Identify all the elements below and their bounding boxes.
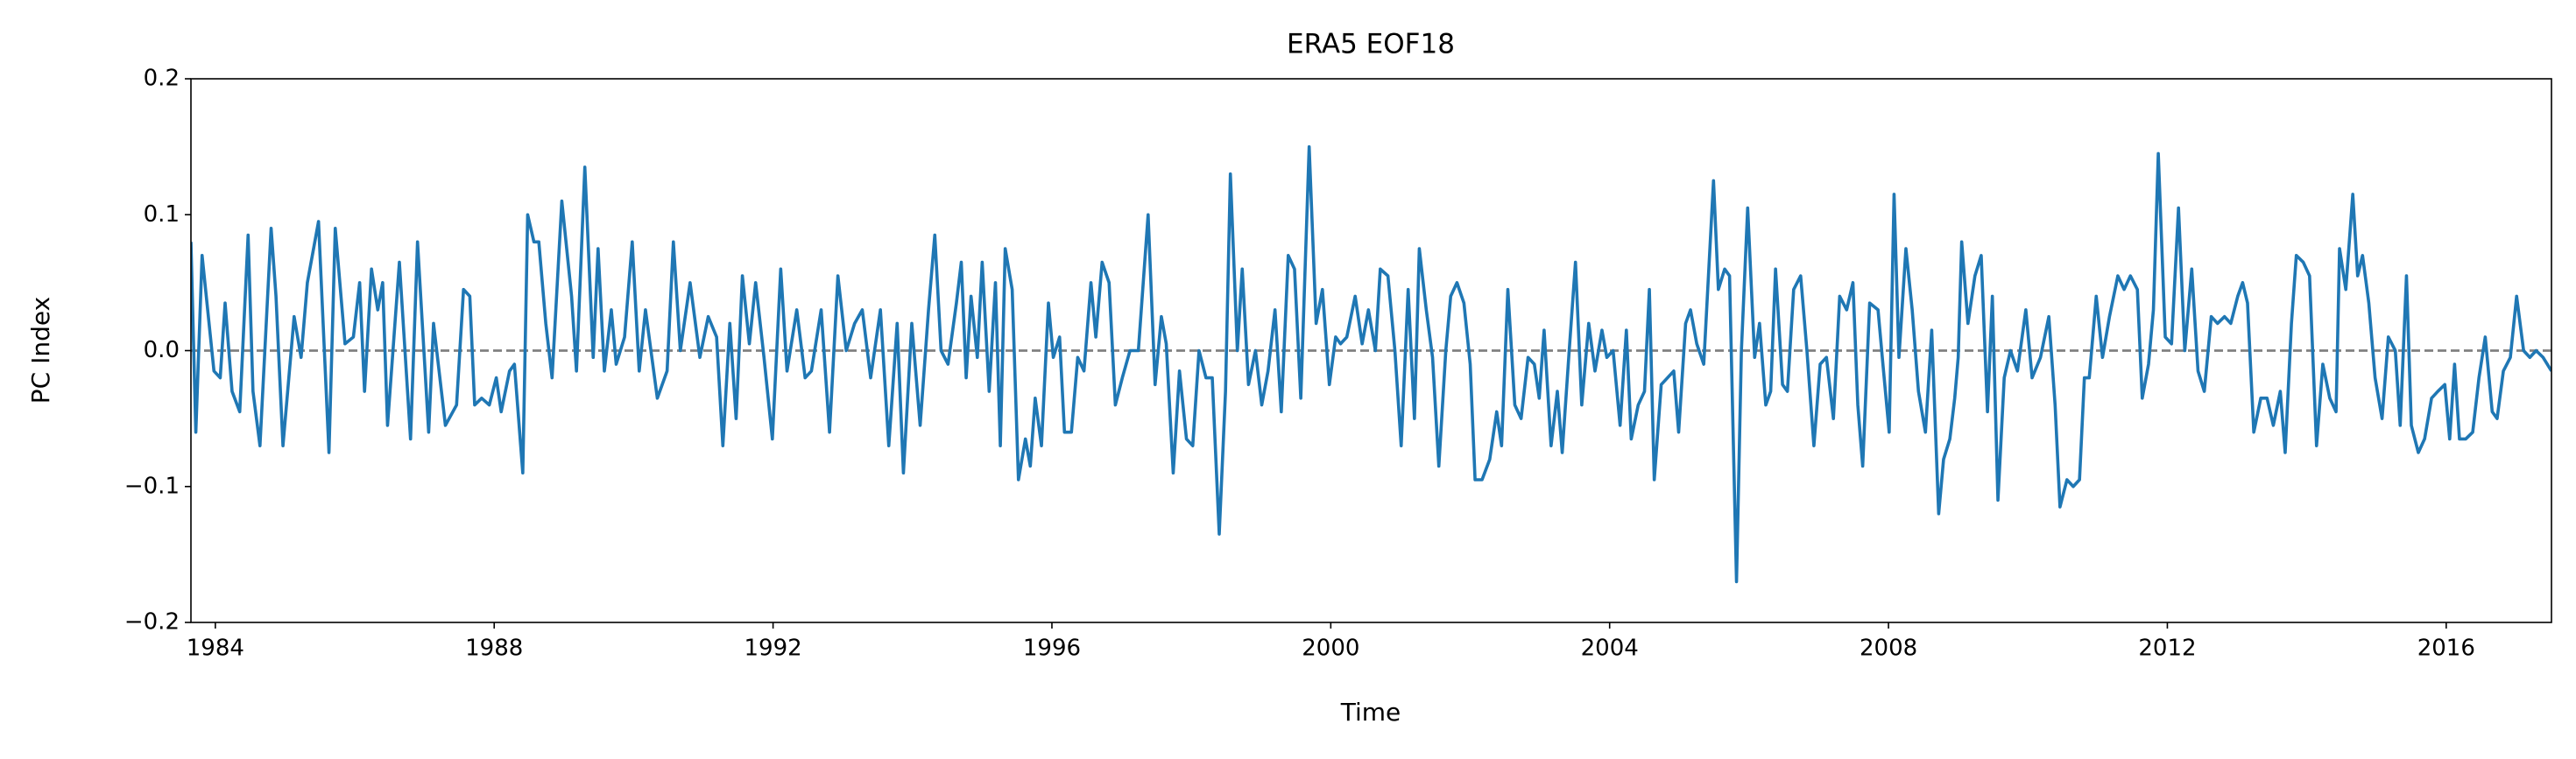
chart-title: ERA5 EOF18 bbox=[1287, 29, 1455, 60]
plot-frame bbox=[190, 78, 2552, 623]
y-axis-label: PC Index bbox=[26, 297, 55, 404]
x-tick-label: 2016 bbox=[2417, 636, 2475, 662]
data-line bbox=[191, 144, 2551, 584]
x-tick-label: 2000 bbox=[1302, 636, 1359, 662]
x-tick-label: 2008 bbox=[1860, 636, 1917, 662]
y-tick-label: 0.1 bbox=[144, 201, 180, 228]
x-tick-label: 1988 bbox=[465, 636, 523, 662]
x-axis-label: Time bbox=[1340, 698, 1401, 727]
y-tick-label: 0.2 bbox=[144, 66, 180, 92]
x-tick-label: 2012 bbox=[2138, 636, 2196, 662]
x-tick-label: 2004 bbox=[1581, 636, 1639, 662]
y-tick-label: 0.0 bbox=[144, 337, 180, 363]
x-tick-label: 1996 bbox=[1023, 636, 1081, 662]
x-tick-label: 1984 bbox=[187, 636, 244, 662]
y-tick-label: −0.1 bbox=[124, 473, 180, 499]
x-tick-label: 1992 bbox=[745, 636, 802, 662]
y-tick-label: −0.2 bbox=[124, 609, 180, 636]
